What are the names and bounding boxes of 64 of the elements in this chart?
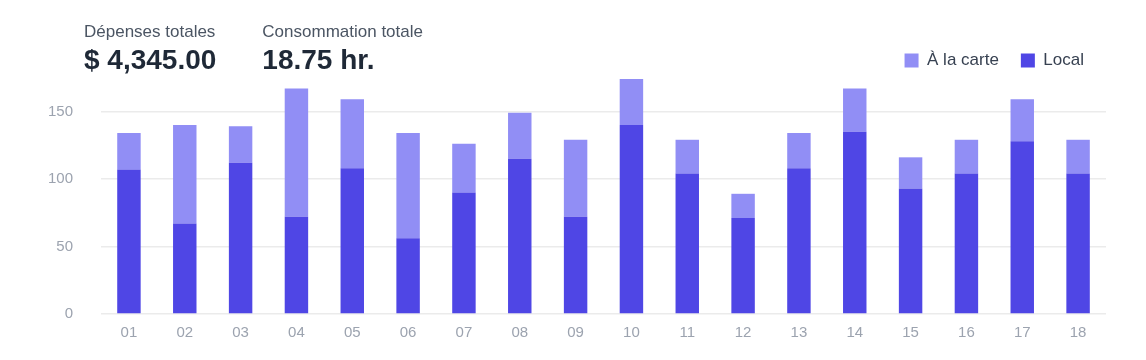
x-tick-label: 03	[232, 323, 249, 341]
bar	[731, 193, 755, 219]
bar	[787, 168, 811, 314]
bar	[1010, 141, 1034, 314]
text: $ 4,345.00	[84, 44, 217, 76]
bar	[340, 99, 364, 169]
bar	[731, 218, 755, 314]
bar	[1066, 139, 1090, 174]
bar	[228, 162, 253, 314]
bar	[228, 126, 253, 163]
x-tick-label: 07	[455, 323, 473, 341]
bar	[843, 88, 867, 132]
x-tick-label: 12	[734, 323, 752, 341]
x-tick-label: 04	[288, 323, 305, 341]
bar	[1010, 99, 1034, 142]
bar	[619, 79, 644, 125]
bar	[954, 173, 979, 314]
y-tick-label: 0	[64, 304, 74, 322]
x-tick-label: 06	[399, 323, 417, 341]
bar	[284, 88, 309, 217]
bar	[452, 143, 476, 193]
bar	[396, 133, 420, 239]
text: Dépenses totales	[84, 22, 217, 42]
x-tick-label: 14	[846, 323, 864, 341]
bar	[563, 216, 588, 314]
bar	[117, 169, 141, 314]
bar	[1066, 173, 1090, 314]
bar	[508, 158, 532, 314]
y-tick-label: 150	[48, 101, 74, 119]
bar	[452, 192, 476, 314]
bar	[117, 133, 141, 170]
text: Consommation totale	[262, 22, 423, 42]
bar	[898, 157, 923, 189]
x-tick-label: 08	[511, 323, 529, 341]
bar	[508, 112, 532, 159]
x-tick-label: 11	[679, 323, 696, 341]
bar	[787, 133, 811, 169]
y-tick-label: 50	[56, 236, 74, 254]
x-tick-label: 05	[343, 323, 361, 341]
bar	[954, 139, 979, 174]
x-tick-label: 02	[176, 323, 194, 341]
legend-label: À la carte	[927, 50, 999, 70]
bar	[173, 223, 197, 314]
x-tick-label: 13	[790, 323, 808, 341]
x-tick-label: 10	[623, 323, 640, 341]
x-tick-label: 15	[902, 323, 919, 341]
bar	[898, 188, 923, 314]
x-tick-label: 16	[958, 323, 975, 341]
x-tick-label: 09	[567, 323, 584, 341]
bar	[675, 139, 699, 174]
x-tick-label: 01	[120, 323, 138, 341]
bar	[173, 124, 197, 224]
bar	[396, 238, 420, 314]
bar	[675, 173, 699, 314]
x-tick-label: 17	[1013, 323, 1031, 341]
bar	[284, 216, 309, 314]
legend-label: Local	[1043, 50, 1084, 70]
bar	[843, 131, 867, 314]
bar	[340, 168, 364, 314]
x-tick-label: 18	[1069, 323, 1087, 341]
bar	[619, 124, 644, 314]
y-tick-label: 100	[48, 169, 74, 187]
text: 18.75 hr.	[262, 44, 376, 76]
bar	[563, 139, 588, 217]
